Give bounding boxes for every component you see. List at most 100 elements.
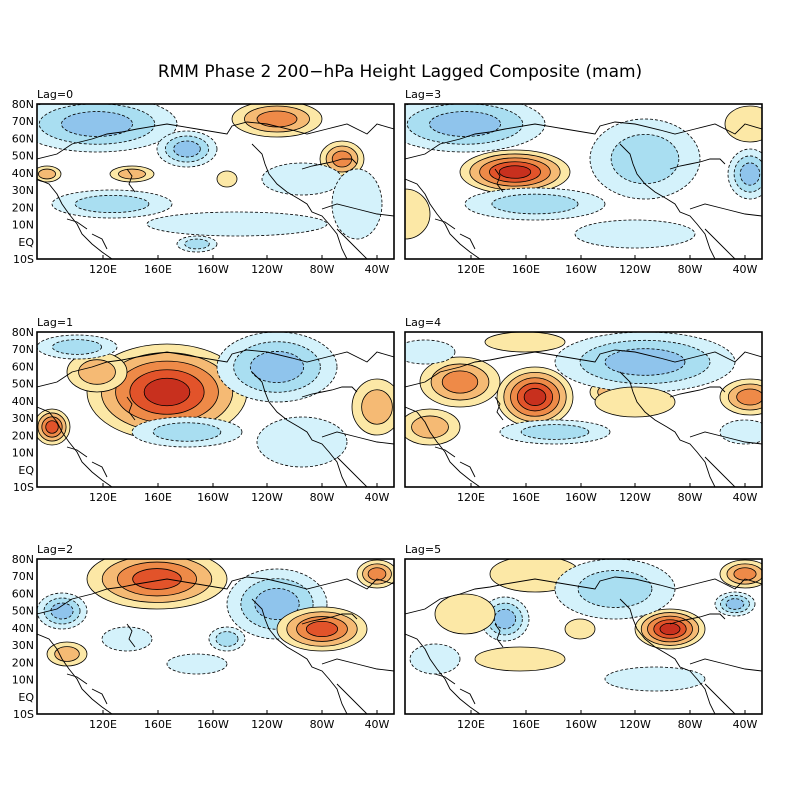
negative-anomaly-contour: [256, 416, 348, 468]
coastline: [126, 623, 136, 648]
lat-tick-label: 10S: [13, 253, 34, 266]
figure-title: RMM Phase 2 200−hPa Height Lagged Compos…: [158, 62, 642, 82]
lon-tick-label: 40W: [365, 491, 390, 504]
map-frame: [404, 558, 763, 715]
coastline: [405, 576, 762, 615]
positive-anomaly-contour: [724, 105, 762, 143]
positive-anomaly-contour: [523, 388, 547, 406]
lat-tick-label: 10N: [12, 674, 34, 687]
positive-anomaly-contour: [118, 168, 146, 180]
negative-anomaly-contour: [409, 643, 461, 675]
anomaly-field: [405, 332, 762, 446]
coastline: [459, 461, 476, 478]
coastline: [37, 633, 113, 714]
lat-tick-label: 10N: [12, 219, 34, 232]
positive-anomaly-contour: [434, 593, 496, 635]
coastline: [689, 203, 762, 217]
coastline: [704, 683, 736, 714]
coastline: [66, 673, 88, 685]
coastline: [301, 613, 358, 625]
coastline: [459, 688, 476, 705]
negative-anomaly-contour: [574, 219, 696, 249]
coastline: [619, 598, 716, 714]
coastline: [619, 371, 716, 487]
coastline: [405, 121, 762, 160]
lat-tick-label: 40N: [12, 622, 34, 635]
lon-tick-label: 160E: [512, 491, 540, 504]
coastline: [37, 576, 394, 615]
lat-tick-label: 50N: [12, 605, 34, 618]
lon-tick-label: 120E: [457, 263, 485, 276]
lon-tick-label: 40W: [365, 718, 390, 731]
lat-tick-label: 20N: [12, 429, 34, 442]
coastline: [37, 178, 113, 259]
anomaly-field: [405, 104, 762, 249]
lon-tick-label: 40W: [733, 263, 758, 276]
panel-label: Lag=1: [37, 316, 73, 329]
negative-anomaly-contour: [146, 211, 328, 237]
lat-tick-label: EQ: [18, 236, 34, 249]
coastline: [321, 203, 394, 217]
coastline: [336, 228, 368, 259]
positive-anomaly-contour: [367, 567, 387, 581]
lon-tick-label: 160E: [144, 491, 172, 504]
coastline: [251, 143, 348, 259]
negative-anomaly-contour: [215, 631, 239, 647]
map-frame: [404, 331, 763, 488]
coastlines: [405, 576, 762, 714]
anomaly-field: [409, 559, 762, 692]
map-frame: [36, 331, 395, 488]
positive-anomaly-contour: [474, 646, 566, 672]
lat-tick-label: 30N: [12, 639, 34, 652]
coastline: [301, 386, 358, 398]
anomaly-field: [37, 332, 394, 468]
negative-anomaly-contour: [184, 238, 210, 250]
map-frame: [36, 103, 395, 260]
lat-tick-label: 70N: [12, 570, 34, 583]
lon-tick-label: 80W: [310, 491, 335, 504]
map-panel: Lag=5 120E 160E 160W 120W 80W 40W: [404, 543, 763, 731]
lon-tick-label: 120W: [251, 263, 283, 276]
lat-tick-label: 20N: [12, 656, 34, 669]
positive-anomaly-contour: [484, 332, 566, 353]
coastline: [669, 158, 726, 170]
lon-tick-label: 120W: [251, 718, 283, 731]
lon-tick-label: 80W: [678, 491, 703, 504]
map-frame: [36, 558, 395, 715]
lat-tick-label: 80N: [12, 98, 34, 111]
lon-tick-label: 120W: [619, 491, 651, 504]
negative-anomaly-contour: [254, 588, 300, 620]
positive-anomaly-contour: [45, 420, 59, 434]
negative-anomaly-contour: [166, 653, 228, 675]
map-panel: Lag=3 120E 160E 160W 120W 80W 40W: [404, 88, 763, 276]
positive-anomaly-contour: [659, 622, 681, 636]
coastlines: [37, 576, 394, 714]
negative-anomaly-contour: [249, 351, 305, 383]
lon-tick-label: 160E: [512, 263, 540, 276]
positive-anomaly-contour: [54, 646, 80, 662]
coastline: [321, 431, 394, 445]
panel-label: Lag=3: [405, 88, 441, 101]
lat-tick-label: 10N: [12, 447, 34, 460]
coastline: [434, 218, 456, 230]
lon-tick-label: 120E: [89, 491, 117, 504]
lon-tick-label: 160W: [565, 718, 597, 731]
lon-tick-label: 160W: [565, 491, 597, 504]
lat-tick-label: EQ: [18, 691, 34, 704]
lat-tick-label: 80N: [12, 326, 34, 339]
coastline: [405, 349, 762, 388]
lon-tick-label: 160E: [144, 718, 172, 731]
negative-anomaly-contour: [739, 162, 761, 186]
panel-label: Lag=5: [405, 543, 441, 556]
panel-label: Lag=0: [37, 88, 73, 101]
positive-anomaly-contour: [143, 377, 191, 407]
coastline: [37, 121, 394, 160]
lat-tick-label: 60N: [12, 360, 34, 373]
lon-tick-label: 120E: [89, 718, 117, 731]
lon-tick-label: 160W: [197, 263, 229, 276]
coastline: [66, 218, 88, 230]
coastlines: [37, 121, 394, 259]
